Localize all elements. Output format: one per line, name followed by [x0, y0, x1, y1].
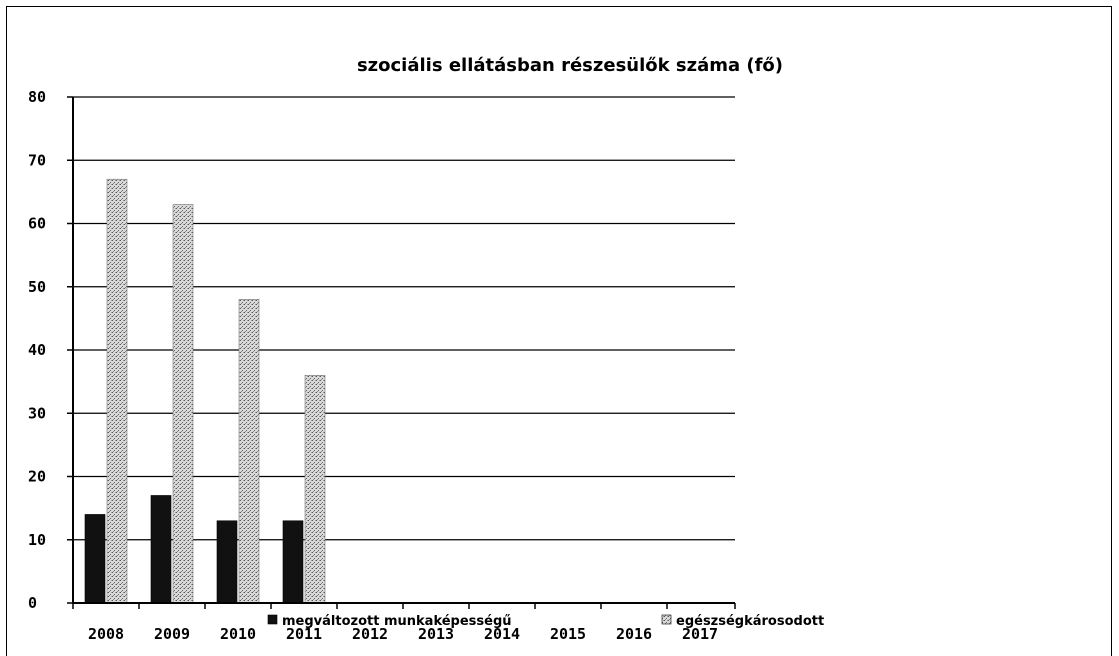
- bar-series-1: [84, 514, 106, 604]
- x-tick-label: 2009: [154, 625, 190, 643]
- legend-label: megváltozott munkaképességű: [282, 614, 512, 629]
- bar-series-1: [150, 495, 172, 604]
- x-tick-label: 2017: [682, 625, 718, 643]
- legend-swatch: [267, 614, 278, 625]
- axes: 0 10 20 30 40 50 60 70 80 2008 2009 2010 2011 2012 201…: [28, 88, 736, 643]
- bar-series-2: [172, 204, 194, 604]
- bar-series-2: [106, 178, 128, 604]
- y-tick-label: 50: [28, 278, 46, 296]
- y-tick-label: 10: [28, 531, 46, 549]
- x-tick-label: 2016: [616, 625, 652, 643]
- y-tick-label: 80: [28, 88, 46, 106]
- chart-frame: [6, 6, 1112, 656]
- x-tick-label: 2015: [550, 625, 586, 643]
- x-tick-label: 2014: [484, 625, 520, 643]
- bar-series-1: [216, 520, 238, 604]
- bar-series-2: [304, 374, 326, 604]
- x-tick-label: 2012: [352, 625, 388, 643]
- y-tick-label: 40: [28, 341, 46, 359]
- y-tick-label: 20: [28, 468, 46, 486]
- bars: [84, 178, 326, 604]
- bar-series-2: [238, 299, 260, 604]
- chart-title: szociális ellátásban részesülők száma (f…: [357, 55, 783, 76]
- x-tick-label: 2013: [418, 625, 454, 643]
- legend-swatch: [661, 614, 672, 625]
- y-tick-label: 60: [28, 215, 46, 233]
- x-tick-label: 2010: [220, 625, 256, 643]
- y-tick-label: 70: [28, 151, 46, 169]
- y-tick-label: 30: [28, 404, 46, 422]
- x-tick-label: 2011: [286, 625, 322, 643]
- x-tick-label: 2008: [88, 625, 124, 643]
- legend: megváltozott munkaképességű egészségkáros…: [267, 614, 824, 629]
- grid-lines: [73, 96, 735, 541]
- y-tick-label: 0: [28, 594, 37, 612]
- legend-label: egészségkárosodott: [676, 614, 824, 629]
- bar-series-1: [282, 520, 304, 604]
